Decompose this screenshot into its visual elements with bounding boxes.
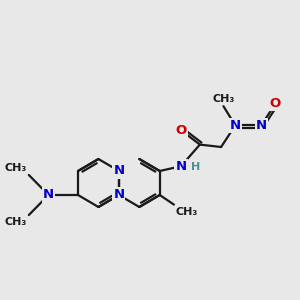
Text: N: N [256, 119, 267, 132]
Text: CH₃: CH₃ [176, 207, 198, 217]
Text: N: N [176, 160, 187, 173]
Text: N: N [43, 188, 54, 202]
Text: N: N [113, 164, 124, 178]
Text: CH₃: CH₃ [4, 217, 27, 227]
Text: CH₃: CH₃ [4, 163, 27, 173]
Text: N: N [230, 119, 241, 132]
Text: O: O [176, 124, 187, 137]
Text: N: N [113, 188, 124, 202]
Text: H: H [191, 162, 200, 172]
Text: O: O [270, 97, 281, 110]
Text: CH₃: CH₃ [212, 94, 235, 104]
